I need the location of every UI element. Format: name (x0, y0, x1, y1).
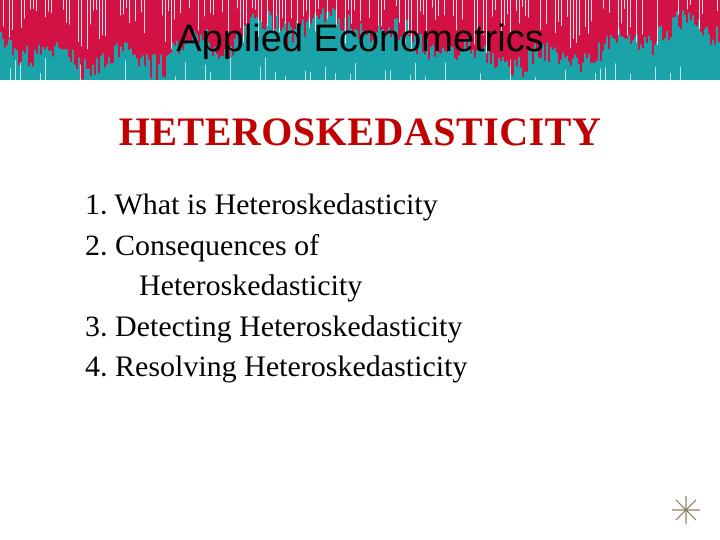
outline-text: Consequences of (115, 229, 319, 262)
title-banner: Applied Econometrics (0, 0, 720, 80)
outline-list: 1. What is Heteroskedasticity 2. Consequ… (85, 185, 660, 388)
banner-title: Applied Econometrics (0, 18, 720, 61)
outline-num: 4. (85, 350, 108, 383)
outline-item: 4. Resolving Heteroskedasticity (85, 347, 660, 388)
outline-item-continuation: Heteroskedasticity (85, 266, 660, 307)
outline-num: 1. (85, 188, 108, 221)
page-title: HETEROSKEDASTICITY (0, 108, 720, 155)
outline-item: 2. Consequences of (85, 226, 660, 267)
outline-num: 2. (85, 229, 108, 262)
outline-text: What is Heteroskedasticity (114, 188, 437, 221)
outline-item: 3. Detecting Heteroskedasticity (85, 307, 660, 348)
outline-text: Resolving Heteroskedasticity (115, 350, 467, 383)
outline-num: 3. (85, 310, 108, 343)
outline-text: Heteroskedasticity (139, 269, 362, 302)
outline-text: Detecting Heteroskedasticity (115, 310, 462, 343)
outline-item: 1. What is Heteroskedasticity (85, 185, 660, 226)
sparkle-icon (670, 494, 702, 526)
